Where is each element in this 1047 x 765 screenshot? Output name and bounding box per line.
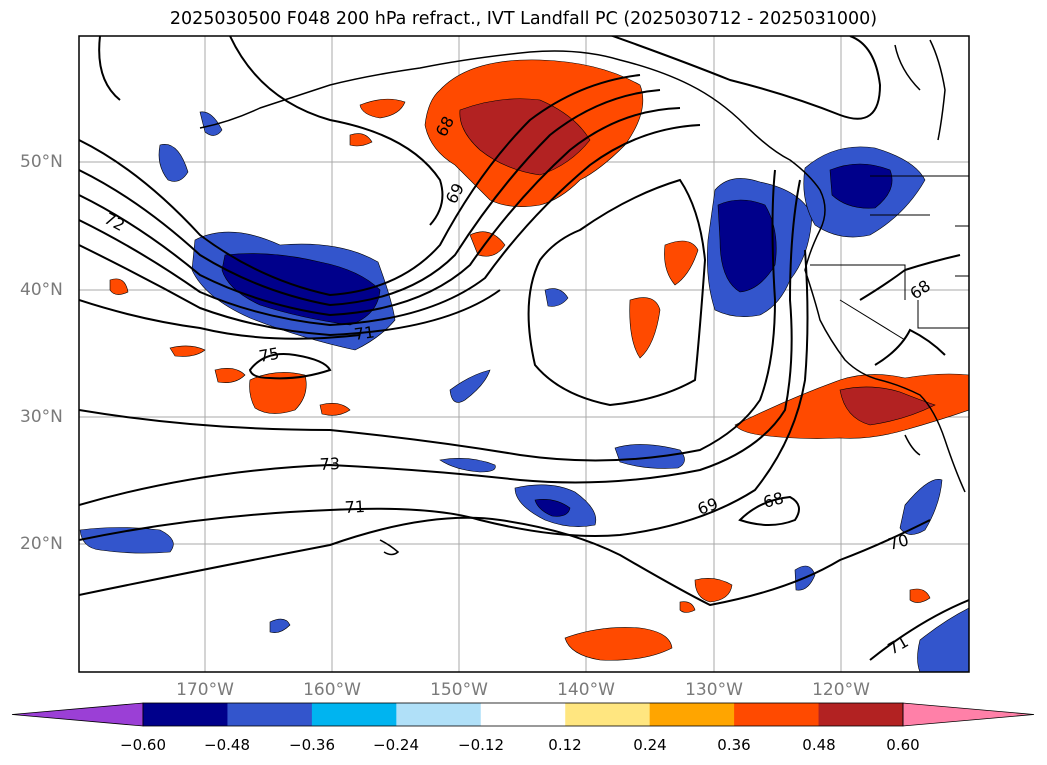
coastlines	[199, 39, 966, 556]
colorbar-tick-label: 0.24	[633, 736, 667, 754]
lon-label-170w: 170°W	[176, 680, 234, 700]
colorbar-tick-label: −0.60	[120, 736, 166, 754]
colorbar-segment	[143, 703, 228, 726]
lon-label-120w: 120°W	[812, 680, 870, 700]
colorbar-segment	[311, 703, 397, 726]
borders	[810, 175, 969, 341]
colorbar-tick-label: −0.36	[289, 736, 335, 754]
positive-anomaly-shading	[109, 59, 969, 661]
colorbar-tick-label: 0.48	[802, 736, 836, 754]
map-frame	[78, 35, 970, 673]
colorbar-segments	[143, 703, 904, 726]
contour-label: 68	[761, 488, 786, 512]
colorbar-segment	[227, 703, 313, 726]
lon-label-150w: 150°W	[430, 680, 488, 700]
lat-label-50n: 50°N	[20, 152, 63, 172]
colorbar-tick-label: 0.60	[886, 736, 920, 754]
colorbar-segment	[818, 703, 904, 726]
contour-label: 69	[695, 494, 721, 519]
contour-label: 75	[257, 344, 280, 366]
colorbar-tick-label: −0.48	[204, 736, 250, 754]
colorbar-extend-left	[11, 702, 144, 727]
lat-label-20n: 20°N	[20, 534, 63, 554]
colorbar-tick-label: 0.12	[548, 736, 582, 754]
colorbar	[11, 702, 1035, 727]
contour-label: 68	[906, 276, 934, 303]
colorbar-tick-label: 0.36	[717, 736, 751, 754]
colorbar-segment	[649, 703, 735, 726]
colorbar-tick-label: −0.24	[373, 736, 419, 754]
contour-label: 73	[319, 454, 340, 474]
contour-label: 71	[885, 632, 912, 659]
colorbar-extend-right	[902, 702, 1035, 727]
lat-label-30n: 30°N	[20, 407, 63, 427]
colorbar-segment	[480, 703, 566, 726]
contour-label: 71	[353, 322, 376, 344]
lon-label-160w: 160°W	[303, 680, 361, 700]
lat-label-40n: 40°N	[20, 280, 63, 300]
colorbar-tick-label: −0.12	[458, 736, 504, 754]
colorbar-segment	[396, 703, 482, 726]
map-area: 72 68 69 75 71 73 71 69 68 70 71 68	[79, 36, 969, 672]
refractivity-contours	[79, 36, 969, 661]
contour-label: 72	[101, 209, 128, 235]
contour-label: 71	[344, 497, 365, 517]
lon-label-130w: 130°W	[685, 680, 743, 700]
colorbar-segment	[565, 703, 651, 726]
map-title: 2025030500 F048 200 hPa refract., IVT La…	[169, 9, 878, 29]
negative-anomaly-shading	[79, 111, 969, 672]
colorbar-segment	[734, 703, 820, 726]
lon-label-140w: 140°W	[557, 680, 615, 700]
contour-label: 70	[886, 530, 911, 554]
